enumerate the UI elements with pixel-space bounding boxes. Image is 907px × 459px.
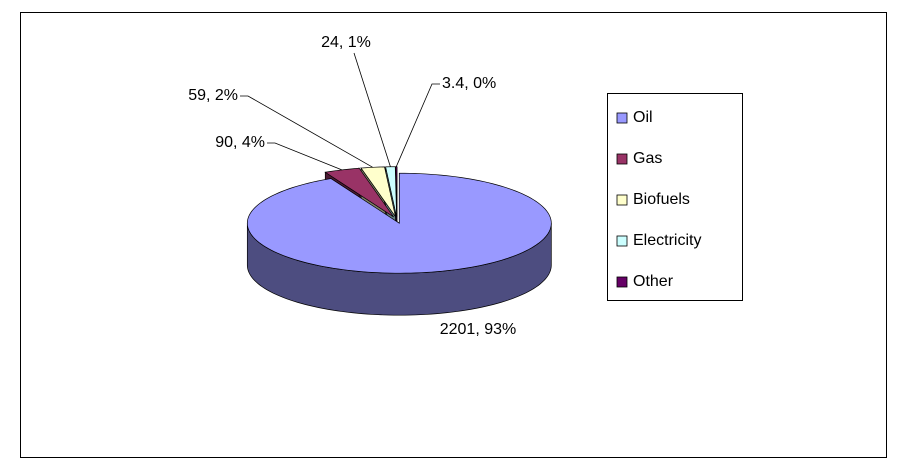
data-label: 3.4, 0%: [442, 75, 496, 92]
data-labels: 2201, 93% 90, 4% 59, 2% 24, 1% 3.4, 0%: [188, 34, 516, 338]
legend-swatch: [616, 112, 628, 124]
data-label: 59, 2%: [188, 87, 238, 104]
legend-label: Biofuels: [633, 191, 690, 208]
legend-swatch: [616, 194, 628, 206]
slice: [324, 167, 394, 218]
slice: [360, 166, 396, 217]
legend-label: Electricity: [633, 232, 701, 249]
data-label: 24, 1%: [321, 34, 371, 51]
data-label: 90, 4%: [215, 134, 265, 151]
leader-line: [395, 83, 440, 167]
legend: Oil Gas Biofuels Electricity Other: [616, 109, 701, 290]
legend-label: Gas: [633, 150, 662, 167]
leader-line: [267, 142, 343, 171]
legend-box: [607, 93, 743, 301]
slice: [246, 172, 552, 274]
legend-swatch: [616, 153, 628, 165]
legend-swatch: [616, 276, 628, 288]
legend-label: Other: [633, 273, 674, 290]
pie-tops: [246, 166, 552, 274]
legend-label: Oil: [633, 109, 653, 126]
leader-line: [353, 52, 391, 167]
leader-line: [240, 95, 373, 168]
data-label: 2201, 93%: [440, 321, 517, 338]
legend-swatch: [616, 235, 628, 247]
